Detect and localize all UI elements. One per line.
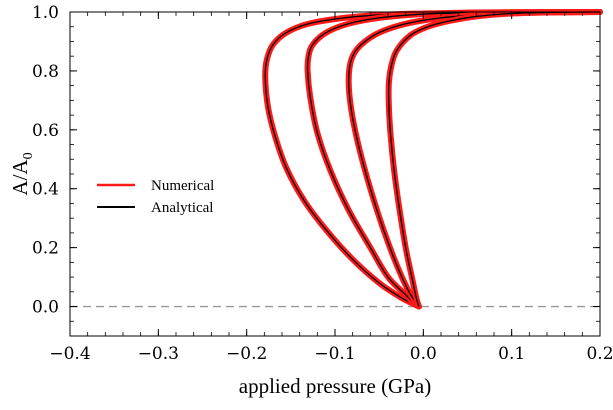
- x-tick-label-0: −0.4: [49, 344, 90, 364]
- x-axis-title: applied pressure (GPa): [239, 374, 431, 398]
- analytical-curve-3: [387, 11, 601, 307]
- y-axis-title-main: A/A: [8, 159, 32, 196]
- y-tick-label-1: 0.2: [32, 239, 59, 259]
- x-tick-label-4: 0.0: [410, 344, 437, 364]
- y-axis-title: A/A0: [8, 152, 36, 195]
- x-tick-label-2: −0.2: [226, 344, 267, 364]
- legend-label-numerical: Numerical: [151, 178, 214, 194]
- y-tick-label-0: 0.0: [32, 298, 59, 318]
- x-tick-label-6: 0.2: [586, 344, 613, 364]
- y-tick-label-3: 0.6: [32, 121, 59, 141]
- ticks-layer: [69, 11, 601, 337]
- legend-label-analytical: Analytical: [151, 200, 213, 216]
- x-tick-label-5: 0.1: [498, 344, 525, 364]
- tick-labels-layer: −0.4 −0.3 −0.2 −0.1 0.0 0.1 0.2 0.0 0.2 0.4 0.6 0.8…: [32, 3, 613, 364]
- y-tick-label-5: 1.0: [32, 3, 59, 23]
- x-tick-label-1: −0.3: [138, 344, 179, 364]
- legend: Numerical Analytical: [97, 178, 214, 216]
- y-axis-title-subscript: 0: [21, 152, 36, 159]
- y-tick-label-2: 0.4: [32, 180, 59, 200]
- y-tick-label-4: 0.8: [32, 62, 59, 82]
- x-tick-label-3: −0.1: [314, 344, 355, 364]
